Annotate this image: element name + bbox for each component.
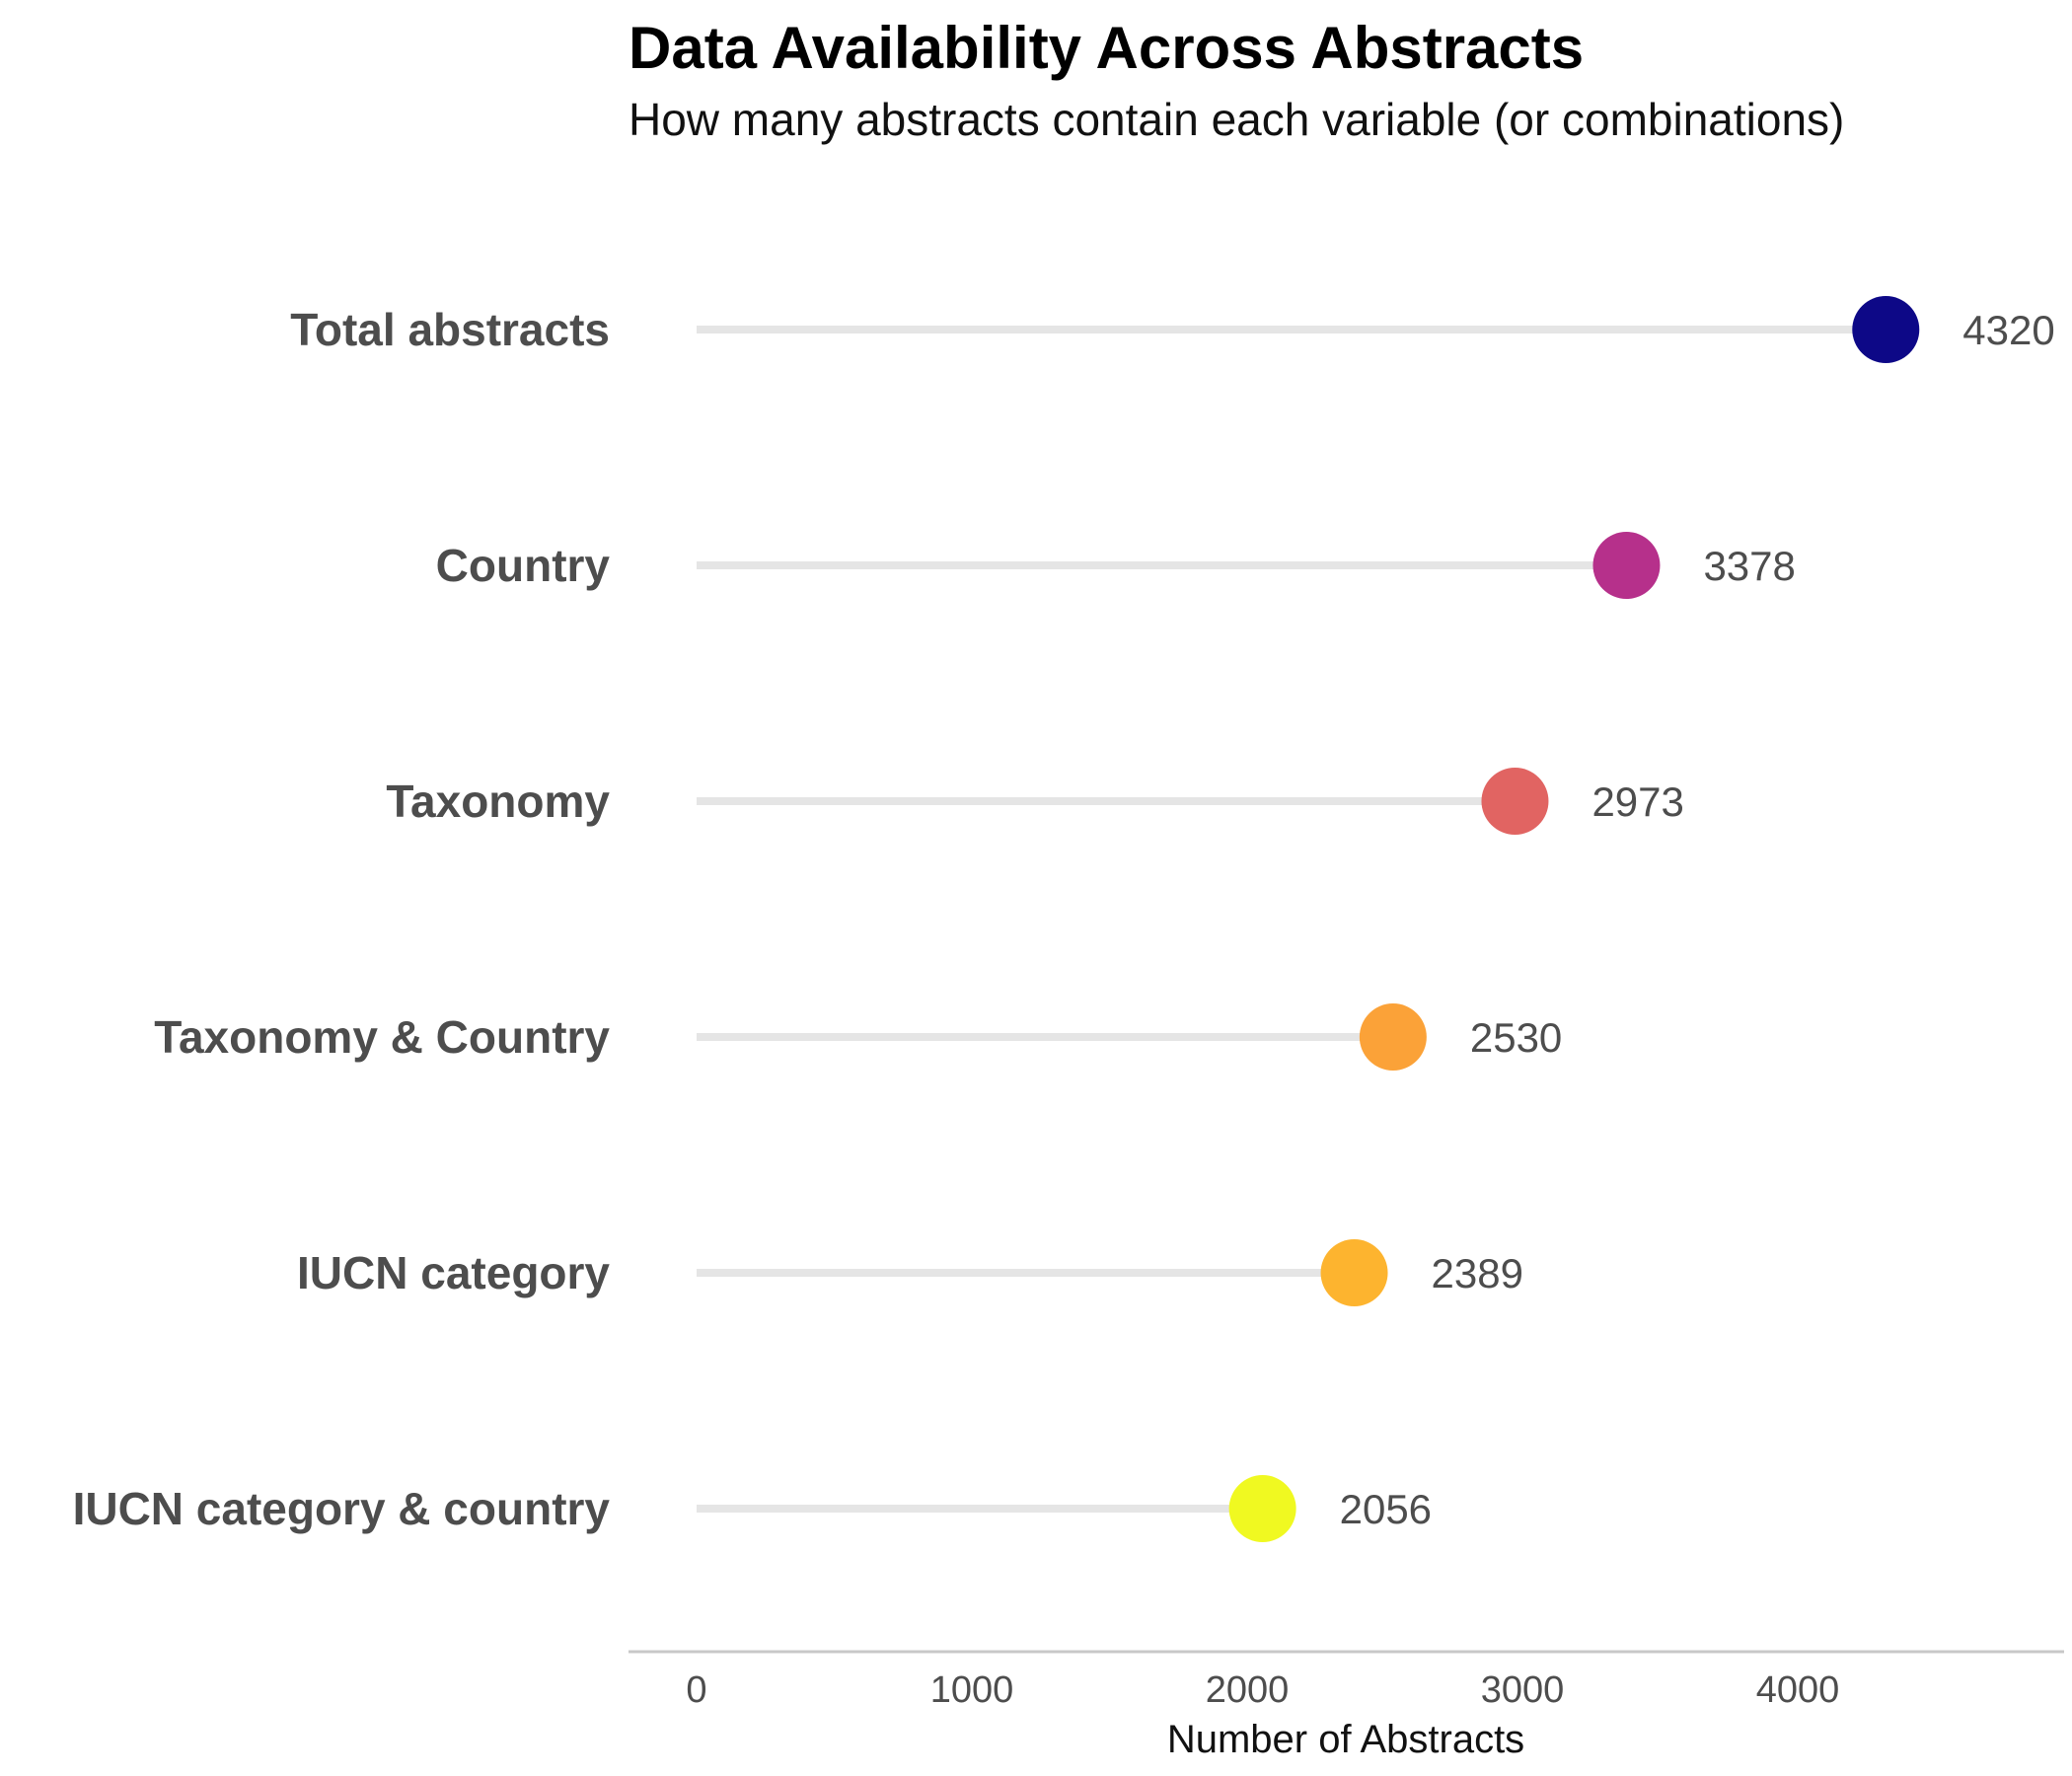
x-tick-label: 1000 [930, 1669, 1014, 1711]
category-label: IUCN category & country [73, 1483, 611, 1534]
category-label: Total abstracts [290, 304, 610, 355]
category-label: Taxonomy [386, 776, 610, 827]
data-point [1481, 768, 1549, 835]
chart-title: Data Availability Across Abstracts [629, 15, 1585, 81]
value-label: 2389 [1432, 1250, 1523, 1296]
data-point [1592, 532, 1661, 599]
data-point [1359, 1003, 1427, 1071]
data-point [1320, 1239, 1388, 1306]
data-point [1852, 296, 1920, 363]
value-label: 2973 [1591, 778, 1683, 825]
value-label: 3378 [1703, 543, 1795, 589]
value-label: 4320 [1962, 307, 2054, 353]
x-tick-label: 0 [686, 1669, 706, 1711]
x-tick-label: 3000 [1481, 1669, 1565, 1711]
category-label: Taxonomy & Country [154, 1011, 610, 1063]
x-tick-label: 2000 [1206, 1669, 1290, 1711]
chart-subtitle: How many abstracts contain each variable… [629, 94, 1845, 145]
x-axis-title: Number of Abstracts [1167, 1718, 1524, 1761]
x-tick-label: 4000 [1756, 1669, 1840, 1711]
category-label: Country [436, 540, 611, 591]
value-label: 2530 [1470, 1014, 1562, 1061]
category-label: IUCN category [297, 1247, 610, 1298]
data-point [1228, 1475, 1296, 1542]
value-label: 2056 [1340, 1486, 1432, 1532]
